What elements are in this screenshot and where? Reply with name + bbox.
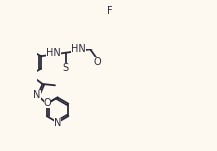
Text: O: O <box>44 98 51 108</box>
Text: N: N <box>54 118 61 128</box>
Text: HN: HN <box>71 44 85 54</box>
Text: HN: HN <box>46 48 61 58</box>
Text: S: S <box>62 63 69 73</box>
Text: F: F <box>107 6 113 16</box>
Text: O: O <box>93 57 101 67</box>
Text: N: N <box>33 90 41 100</box>
